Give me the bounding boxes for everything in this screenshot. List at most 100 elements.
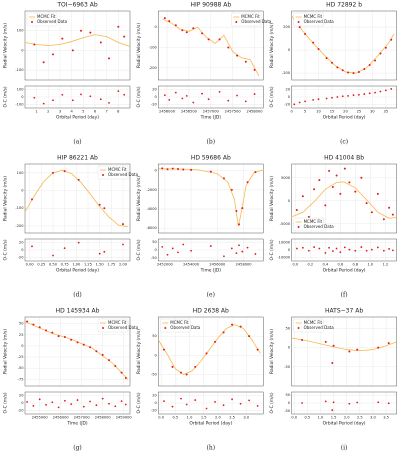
x-tick-label: 3.0 [370, 416, 376, 420]
residual-point [185, 403, 188, 406]
data-point [120, 371, 123, 374]
legend-swatch [297, 327, 300, 329]
chart-title: HIP 86221 Ab [57, 155, 98, 162]
data-point [26, 320, 29, 323]
legend-swatch [31, 21, 33, 23]
y-tick-label: 20 [286, 88, 291, 92]
residual-point [374, 91, 376, 94]
data-point [82, 343, 85, 346]
x-tick-label: 1.5 [331, 416, 337, 420]
x-axis-label: Time (JD) [200, 268, 222, 274]
y-tick-label: -20 [284, 102, 291, 106]
legend-label: Observed Data [37, 19, 68, 24]
x-axis-label: Orbital Period (day) [56, 115, 99, 121]
residual-point [57, 406, 60, 409]
data-point [214, 340, 217, 343]
residual-point [163, 94, 166, 97]
residual-point [312, 99, 315, 101]
residual-point [384, 89, 387, 92]
residual-point [370, 248, 373, 251]
y-tick-label: 0 [21, 248, 24, 252]
y-tick-label: 0 [21, 48, 24, 52]
residual-frame [291, 391, 397, 415]
residual-point [231, 398, 233, 401]
residual-frame [24, 391, 131, 415]
residual-point [52, 254, 54, 257]
residual-point [163, 400, 165, 403]
plot-frame [291, 163, 397, 234]
y-tick-label: -200 [149, 66, 158, 70]
y-axis-label: O-C (m/s) [3, 392, 9, 413]
data-point [248, 335, 251, 338]
data-point [347, 71, 350, 74]
data-point [313, 188, 316, 191]
residual-point [192, 101, 195, 104]
data-point [356, 348, 359, 351]
x-tick-label: 2455000 [32, 416, 49, 420]
residual-point [301, 246, 304, 249]
data-point [185, 31, 188, 34]
residual-point [42, 102, 45, 105]
y-tick-label: -4000 [146, 207, 157, 211]
y-tick-label: 50 [152, 240, 157, 244]
data-point [63, 336, 66, 339]
y-tick-label: 0 [288, 95, 291, 99]
x-tick-label: 2458000 [95, 416, 112, 420]
residual-point [307, 249, 310, 252]
residual-point [70, 403, 73, 405]
data-point [201, 32, 204, 35]
x-tick-label: 2.0 [344, 416, 350, 420]
data-point [33, 43, 36, 46]
caption: (d) [73, 292, 82, 299]
x-tick-label: 0.6 [337, 263, 343, 267]
residual-point [363, 93, 366, 95]
data-point [388, 206, 391, 209]
data-point [89, 346, 92, 349]
x-axis-label: Orbital Period (day) [189, 421, 232, 427]
data-point [31, 198, 33, 201]
residual-point [377, 401, 380, 404]
data-point [171, 167, 174, 170]
residual-point [38, 398, 41, 401]
y-tick-label: 0 [155, 25, 158, 29]
legend-label: MCMC Fit [170, 320, 189, 325]
residual-point [99, 98, 102, 101]
fit-line [24, 34, 131, 47]
x-tick-label: 0.50 [49, 263, 58, 267]
data-point [328, 169, 331, 172]
legend-label: Observed Data [241, 19, 272, 24]
data-point [357, 70, 360, 73]
data-point [123, 35, 126, 38]
x-tick-label: 0.0 [292, 263, 298, 267]
data-point [166, 168, 169, 171]
y-tick-label: -200 [282, 71, 291, 75]
residual-point [360, 246, 363, 248]
residual-point [325, 97, 328, 100]
fit-line [157, 324, 261, 375]
y-tick-label: 0 [288, 346, 291, 350]
residual-point [185, 95, 188, 97]
x-tick-label: 5 [304, 110, 306, 114]
residual-point [52, 99, 54, 102]
residual-point [354, 249, 357, 252]
y-tick-label: 0 [288, 199, 291, 203]
y-tick-label: -100 [15, 68, 24, 72]
residual-point [122, 243, 124, 246]
x-tick-label: 1.2 [382, 263, 388, 267]
data-point [238, 223, 241, 226]
legend-label: MCMC Fit [304, 219, 323, 224]
data-point [57, 335, 60, 338]
data-point [76, 341, 79, 344]
x-tick-label: 2452000 [157, 263, 174, 267]
residual-point [318, 247, 321, 250]
data-point [42, 61, 45, 64]
data-point [70, 338, 73, 341]
data-point [318, 179, 321, 182]
data-point [77, 178, 80, 181]
data-point [244, 60, 247, 63]
y-axis-label: Radial Velocity (m/s) [136, 329, 142, 374]
y-tick-label: -100 [15, 102, 24, 106]
data-point [52, 171, 54, 174]
data-point [307, 215, 310, 218]
y-tick-label: -200 [15, 224, 24, 228]
